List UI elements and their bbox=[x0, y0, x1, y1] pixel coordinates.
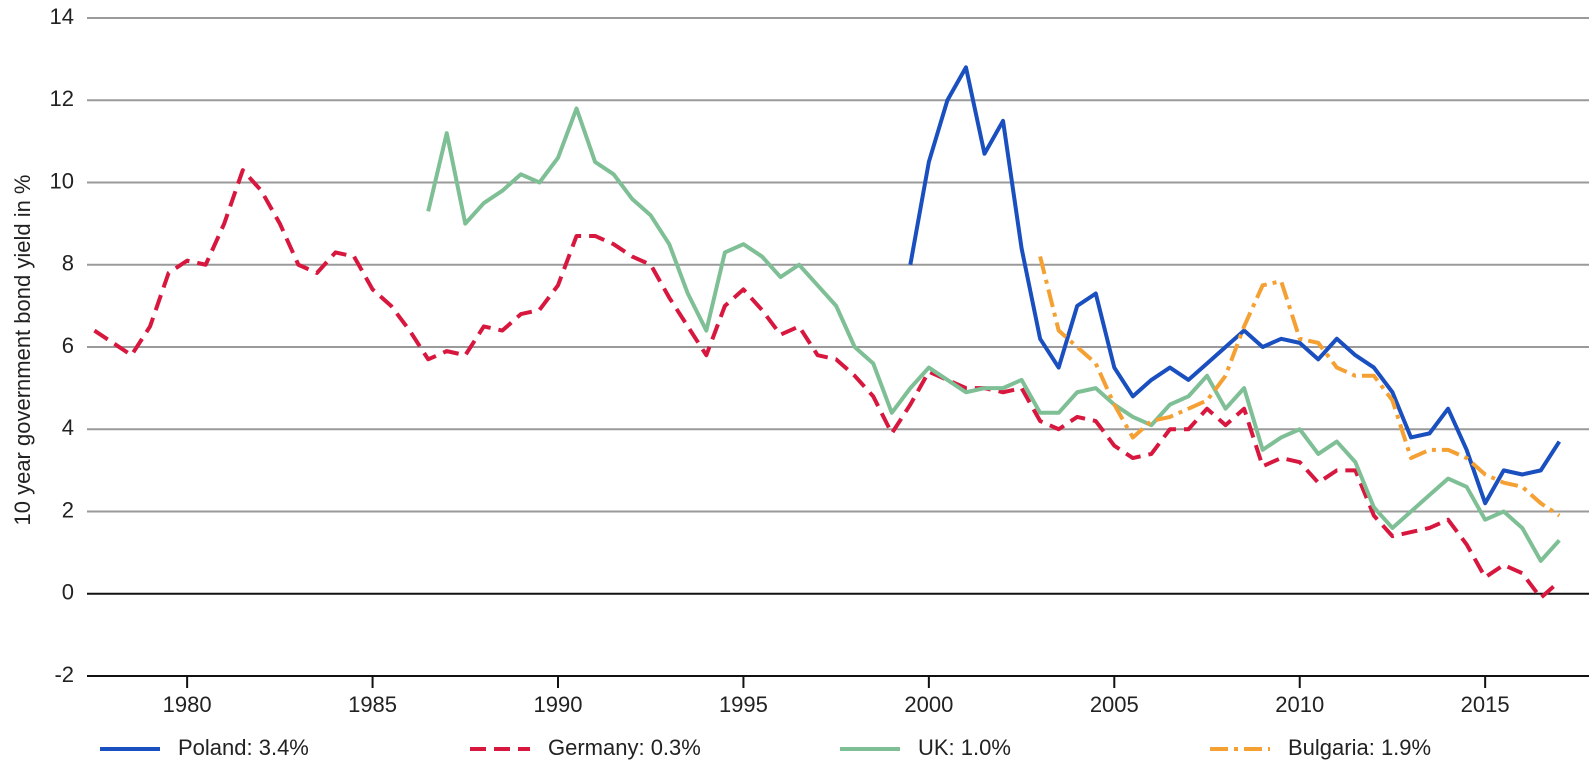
y-tick-label: 6 bbox=[62, 333, 74, 358]
series-line bbox=[908, 65, 1562, 506]
x-tick-label: 1985 bbox=[348, 692, 397, 717]
x-tick-label: 1995 bbox=[719, 692, 768, 717]
y-tick-label: 14 bbox=[50, 4, 74, 29]
x-tick-label: 2015 bbox=[1461, 692, 1510, 717]
y-tick-label: 0 bbox=[62, 580, 74, 605]
x-tick-label: 2005 bbox=[1090, 692, 1139, 717]
x-tick-label: 2010 bbox=[1275, 692, 1324, 717]
series-line bbox=[93, 168, 1561, 600]
x-tick-label: 1990 bbox=[534, 692, 583, 717]
legend-label: Poland: 3.4% bbox=[178, 735, 309, 760]
legend-label: Bulgaria: 1.9% bbox=[1288, 735, 1431, 760]
y-tick-label: -2 bbox=[54, 662, 74, 687]
y-tick-label: 8 bbox=[62, 251, 74, 276]
y-tick-label: 10 bbox=[50, 168, 74, 193]
series-line bbox=[426, 106, 1561, 563]
series-line bbox=[1038, 256, 1561, 518]
x-tick-label: 2000 bbox=[904, 692, 953, 717]
x-tick-label: 1980 bbox=[163, 692, 212, 717]
y-tick-label: 4 bbox=[62, 415, 74, 440]
y-tick-label: 12 bbox=[50, 86, 74, 111]
legend-label: Germany: 0.3% bbox=[548, 735, 701, 760]
legend-label: UK: 1.0% bbox=[918, 735, 1011, 760]
y-axis-label: 10 year government bond yield in % bbox=[10, 175, 35, 526]
y-tick-label: 2 bbox=[62, 497, 74, 522]
